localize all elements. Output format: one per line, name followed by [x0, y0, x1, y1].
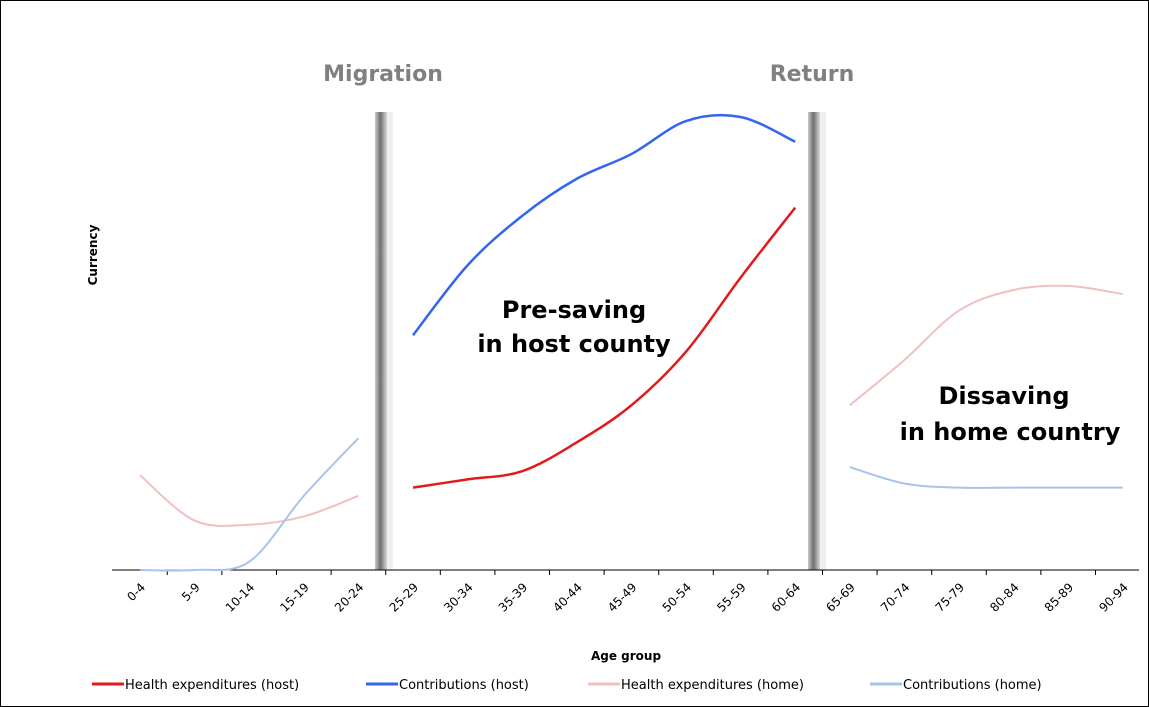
series-line-health-expenditures-host — [412, 206, 797, 489]
x-tick-label: 90-94 — [1096, 580, 1131, 615]
x-tick-label: 25-29 — [387, 580, 422, 615]
series-line-health-expenditures-home — [849, 284, 1123, 407]
series-line-contributions-host — [412, 113, 796, 337]
dissaving-annotation-line1: Dissaving — [938, 382, 1069, 410]
return-annotation: Return — [770, 62, 855, 87]
x-tick-label: 10-14 — [223, 580, 258, 615]
legend-label: Health expenditures (host) — [125, 678, 299, 693]
x-axis-title: Age group — [591, 649, 661, 663]
x-tick-label: 50-54 — [660, 580, 695, 615]
x-tick-label: 60-64 — [769, 580, 804, 615]
y-axis-title: Currency — [86, 224, 100, 285]
return-separator — [808, 112, 820, 570]
x-tick-label: 75-79 — [933, 580, 968, 615]
x-tick-label: 70-74 — [878, 580, 913, 615]
migration-separator-shadow — [387, 112, 393, 570]
x-tick-label: 55-59 — [714, 580, 749, 615]
x-tick-label: 20-24 — [332, 580, 367, 615]
x-tick-label: 15-19 — [277, 580, 312, 615]
legend-label: Health expenditures (home) — [621, 678, 804, 693]
return-separator-shadow — [820, 112, 826, 570]
presaving-annotation-line2: in host county — [477, 330, 671, 358]
x-tick-label: 5-9 — [179, 580, 203, 604]
series-line-contributions-home — [849, 466, 1123, 489]
x-tick-label: 40-44 — [550, 580, 585, 615]
legend-label: Contributions (host) — [399, 678, 529, 693]
dissaving-annotation-line2: in home country — [900, 418, 1121, 446]
series-layer — [139, 113, 1123, 572]
x-tick-label: 65-69 — [823, 580, 858, 615]
x-tick-label: 0-4 — [124, 580, 148, 604]
series-line-contributions-home — [139, 437, 360, 572]
x-tick-label: 80-84 — [987, 580, 1022, 615]
x-tick-label: 85-89 — [1042, 580, 1077, 615]
presaving-annotation-line1: Pre-saving — [502, 296, 646, 324]
x-tick-labels: 0-4 5-9 10-14 15-19 20-24 25-29 30-34 35-39 40-4… — [124, 580, 1131, 615]
x-tick-label: 30-34 — [441, 580, 476, 615]
series-line-health-expenditures-home — [139, 474, 359, 527]
x-tick-marks — [166, 570, 1096, 575]
legend-label: Contributions (home) — [903, 678, 1042, 693]
x-tick-label: 45-49 — [605, 580, 640, 615]
legend: Health expenditures (host) Contributions … — [92, 678, 1042, 693]
x-tick-label: 35-39 — [496, 580, 531, 615]
migration-separator — [375, 112, 387, 570]
migration-annotation: Migration — [323, 62, 443, 87]
